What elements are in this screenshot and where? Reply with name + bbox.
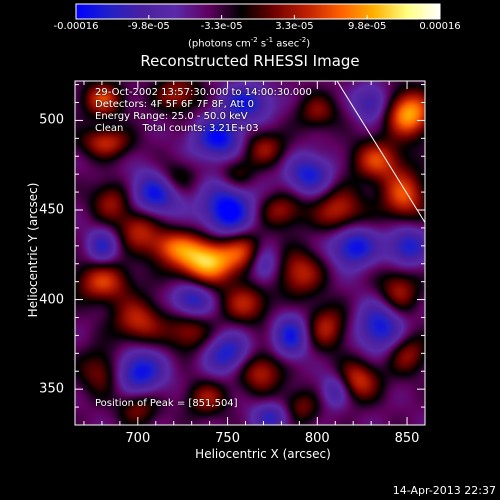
colorbar-tick-label: 9.8e-05 (347, 21, 387, 32)
time-range-annotation: 29-Oct-2002 13:57:30.000 to 14:00:30.000 (95, 87, 312, 98)
chart-title: Reconstructed RHESSI Image (140, 52, 360, 70)
y-tick-label: 450 (39, 202, 64, 218)
colorbar-tick-label: -9.8e-05 (127, 21, 170, 32)
y-axis-label: Heliocentric Y (arcsec) (26, 182, 40, 318)
colorbar (75, 3, 441, 20)
peak-position-annotation: Position of Peak = [851,504] (95, 398, 238, 409)
x-tick-label: 850 (394, 431, 420, 446)
colorbar-tick-label: 0.00016 (419, 21, 461, 32)
footer-timestamp: 14-Apr-2013 22:37 (392, 484, 496, 497)
colorbar-tick-label: -0.00016 (53, 21, 99, 32)
limb-line (336, 81, 425, 223)
heatmap-image (75, 81, 425, 425)
energy-range-annotation: Energy Range: 25.0 - 50.0 keV (95, 111, 248, 122)
colorbar-ticks (75, 15, 441, 19)
clean-counts-annotation: Clean Total counts: 3.21E+03 (95, 123, 259, 134)
colorbar-tick-label: 3.3e-05 (275, 21, 314, 32)
colorbar-tick-label: -3.3e-05 (200, 21, 243, 32)
y-tick-label: 350 (39, 381, 64, 397)
colorbar-units: (photons cm-2 s-1 asec-2) (188, 36, 311, 50)
x-axis-label: Heliocentric X (arcsec) (195, 447, 331, 461)
x-tick-label: 750 (215, 431, 240, 446)
y-tick-label: 500 (39, 112, 64, 128)
y-tick-label: 400 (39, 292, 64, 308)
detectors-annotation: Detectors: 4F 5F 6F 7F 8F, Att 0 (95, 99, 255, 110)
axis-ticks (75, 81, 426, 425)
plot-frame (74, 80, 426, 426)
x-tick-label: 700 (125, 431, 151, 446)
x-tick-label: 800 (304, 431, 330, 446)
